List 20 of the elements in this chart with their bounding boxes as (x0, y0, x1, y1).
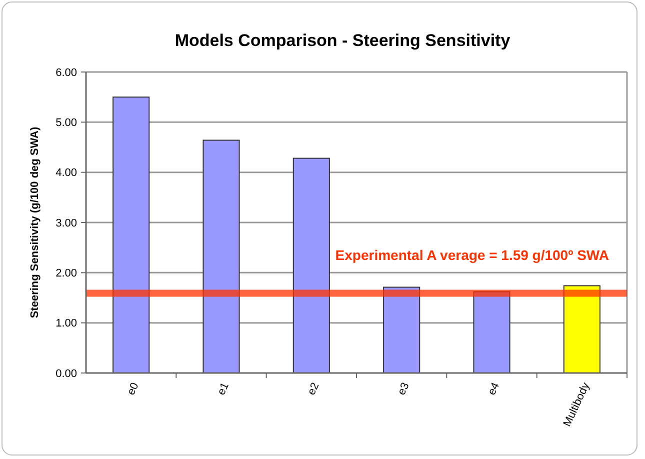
x-tick-label: e3 (396, 380, 412, 397)
y-tick-label: 5.00 (56, 117, 77, 130)
bar (563, 285, 600, 374)
bar (112, 96, 150, 374)
ref-line-label: Experimental A verage = 1.59 g/100º SWA (335, 247, 609, 264)
x-tick-label: e4 (486, 380, 502, 397)
bar (383, 286, 420, 374)
y-tick-label: 0.00 (56, 368, 77, 380)
bar (202, 140, 240, 374)
y-tick-label: 6.00 (56, 66, 77, 79)
x-tick-label: e2 (306, 380, 322, 397)
x-tick-label: e0 (125, 380, 142, 397)
x-tick-label: e1 (215, 380, 232, 397)
bar (292, 158, 330, 374)
y-tick-label: 1.00 (56, 318, 77, 330)
y-tick-label: 3.00 (56, 217, 77, 230)
y-tick-label: 2.00 (56, 268, 77, 280)
y-axis-title: Steering Sensitivity (g/100 deg SWA) (29, 126, 41, 318)
y-tick-label: 4.00 (56, 167, 77, 180)
chart-title: Models Comparison - Steering Sensitivity (174, 31, 511, 50)
